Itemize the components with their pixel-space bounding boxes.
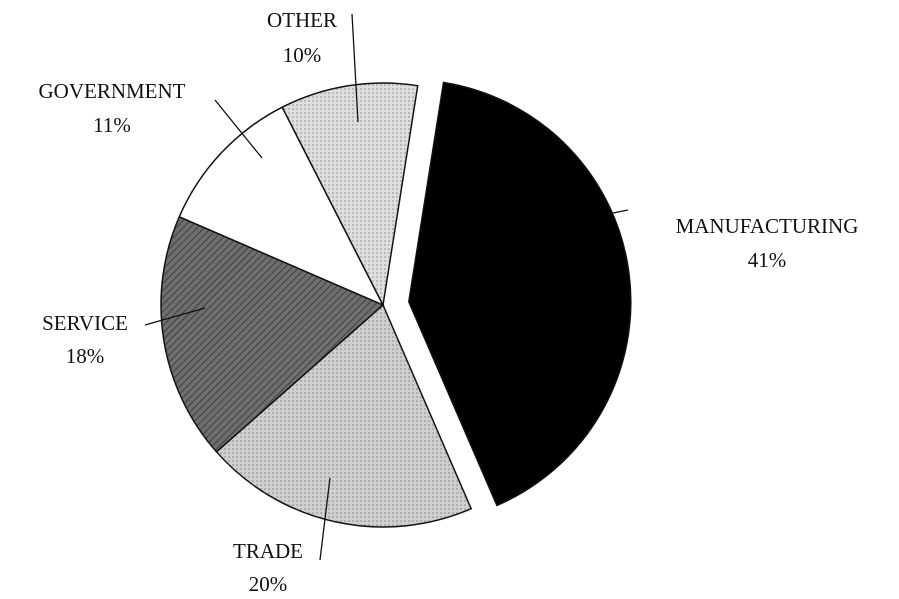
- slice-texture: [161, 216, 383, 452]
- pie-slice: [408, 81, 632, 507]
- slice-value-label: 11%: [93, 113, 131, 137]
- slice-value-label: 18%: [66, 344, 105, 368]
- slice-label: GOVERNMENT: [39, 79, 186, 103]
- slice-label: SERVICE: [42, 311, 128, 335]
- pie: [160, 81, 632, 528]
- leader-line: [351, 13, 359, 123]
- slice-value-label: 41%: [748, 248, 787, 272]
- slice-texture: [282, 82, 418, 305]
- slice-texture: [216, 305, 472, 528]
- slice-value-label: 10%: [283, 43, 322, 67]
- leader-line: [144, 307, 206, 326]
- pie-slice: [178, 106, 385, 307]
- slice-value-label: 20%: [249, 572, 288, 596]
- slice-label: MANUFACTURING: [676, 214, 859, 238]
- leader-line: [214, 99, 263, 159]
- slice-label: OTHER: [267, 8, 337, 32]
- leader-line: [319, 477, 331, 561]
- leader-line: [607, 209, 629, 215]
- slice-label: TRADE: [233, 539, 303, 563]
